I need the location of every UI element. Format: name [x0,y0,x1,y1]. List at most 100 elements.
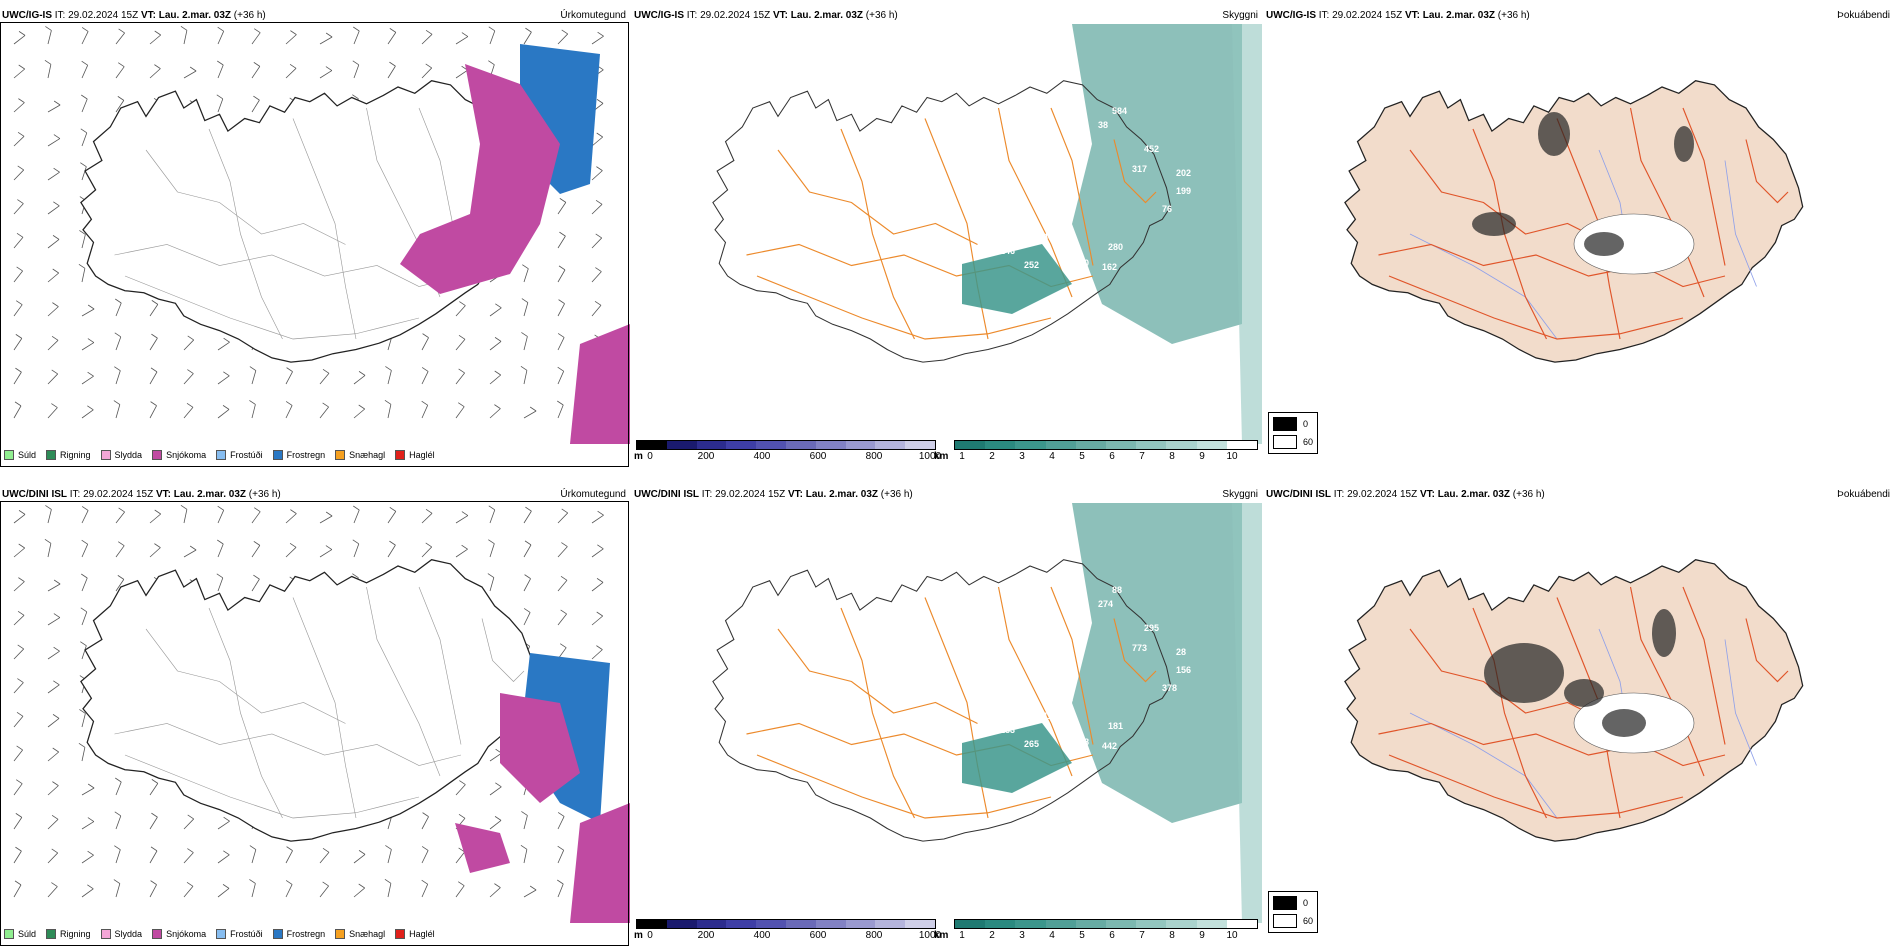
colorbar-segment [756,441,786,449]
lead-time: (+36 h) [248,489,281,500]
model-name: UWC/DINI ISL [634,489,699,500]
colorbar-tick: 1 [959,930,965,941]
vt-label: VT: [787,489,803,500]
colorbar-segment [1075,920,1107,928]
map-precip [13,504,630,923]
fog-indicator-area [1564,679,1604,707]
cloud-base-label: 140 [1074,258,1089,268]
vt-value: Lau. 2.mar. 03Z [1422,10,1496,21]
colorbar-tick: 4 [1049,451,1055,462]
precip-legend-label: Rigning [60,450,91,460]
cloud-base-label: 265 [1024,739,1039,749]
panel-title: Skyggni [1222,10,1258,21]
precip-legend-swatch [46,929,57,939]
it-label: IT: [69,489,81,500]
vt-label: VT: [155,489,171,500]
precip-legend-label: Súld [18,450,37,460]
colorbar-segment [1166,920,1197,928]
panel-header: UWC/IG-IS IT: 29.02.2024 15Z VT: Lau. 2.… [1266,10,1890,22]
panel-header: UWC/IG-IS IT: 29.02.2024 15Z VT: Lau. 2.… [634,10,1258,22]
snow-area [400,64,560,294]
cloud-base-label: 252 [1024,260,1039,270]
colorbar-segment [845,441,876,449]
colorbar-tick: 5 [1079,930,1085,941]
it-label: IT: [1318,10,1330,21]
cloud-base-label: 202 [1176,168,1191,178]
snow-area-south [570,803,630,923]
fog-legend-swatch [1273,896,1297,910]
panel-header: UWC/IG-IS IT: 29.02.2024 15Z VT: Lau. 2.… [2,10,626,22]
precip-legend-item: Rigning [46,450,91,460]
colorbar-segment [1075,441,1107,449]
lead-time: (+36 h) [233,10,266,21]
colorbar-segment [1106,920,1137,928]
precip-legend-label: Slydda [114,450,143,460]
road-network [1378,586,1789,819]
precip-legend-item: Haglél [395,450,435,460]
it-value: 29.02.2024 15Z [83,489,154,500]
it-label: IT: [54,10,66,21]
precip-type-legend: Súld Rigning Slydda Snjókoma Frostúði Frostre… [4,450,435,460]
colorbar-segment [1136,920,1167,928]
colorbar-tick: 1 [959,451,965,462]
cloud-base-unit: m [634,930,643,941]
colorbar-segment [955,920,986,928]
colorbar-segment [955,441,986,449]
fog-legend-value: 0 [1303,898,1309,908]
panel-title: Þokuábendi [1837,10,1890,21]
panel-title: Úrkomutegund [560,10,626,21]
cloud-base-label: 205 [1058,214,1073,224]
vt-label: VT: [772,10,788,21]
colorbar-tick: 4 [1049,930,1055,941]
fog-scale-legend: 0 60 [1268,412,1319,454]
precip-legend-swatch [152,929,163,939]
colorbar-tick: 5 [1079,451,1085,462]
cloud-base-label: 162 [1102,262,1117,272]
vt-label: VT: [140,10,156,21]
precip-legend-swatch [272,929,283,939]
colorbar-tick: 9 [1199,930,1205,941]
vt-label: VT: [1404,10,1420,21]
cloud-base-label: 246 [1000,246,1015,256]
precip-legend-label: Frostregn [286,929,326,939]
precip-legend-label: Frostúði [230,450,263,460]
visibility-area-central [962,244,1072,314]
fog-indicator-area [1602,709,1646,737]
precip-legend-label: Frostregn [286,450,326,460]
cloud-base-label: 302 [1058,693,1073,703]
colorbar-segment [845,920,876,928]
lead-time: (+36 h) [1512,489,1545,500]
colorbar-tick: 8 [1169,451,1175,462]
it-value: 29.02.2024 15Z [68,10,139,21]
precip-legend-swatch [395,450,406,460]
precip-legend-label: Snjókoma [166,929,207,939]
cloud-base-label: 179 [944,246,959,256]
colorbar-segment [1045,920,1076,928]
panel-header: UWC/DINI ISL IT: 29.02.2024 15Z VT: Lau.… [1266,489,1890,501]
colorbar-tick: 10 [1226,930,1238,941]
precip-legend-item: Haglél [395,929,435,939]
it-label: IT: [686,10,698,21]
colorbar-segment [637,920,667,928]
precip-legend-label: Snæhagl [349,929,386,939]
cloud-base-colorbar: 0 200 400 600 800 1000 m [634,440,941,464]
precip-type-legend: Súld Rigning Slydda Snjókoma Frostúði Frostre… [4,929,435,939]
colorbar-tick: 6 [1109,451,1115,462]
precip-legend-item: Snæhagl [335,450,385,460]
fog-legend-value: 0 [1303,419,1309,429]
colorbar-tick: 800 [865,451,883,462]
precip-legend-swatch [46,450,57,460]
colorbar-segment [1136,441,1167,449]
vt-value: Lau. 2.mar. 03Z [1437,489,1511,500]
colorbar-tick: 0 [647,451,653,462]
colorbar-tick: 600 [809,451,827,462]
colorbar-segment [905,441,935,449]
panel-header: UWC/DINI ISL IT: 29.02.2024 15Z VT: Lau.… [2,489,626,501]
precip-legend-item: Frostúði [216,929,263,939]
panel-title: Þokuábendi [1837,489,1890,500]
map-visibility: 584 38 452 317 202 199 76 205 546 246 252 140 280 162… [712,24,1262,444]
fog-indicator-area [1538,112,1570,156]
snow-area [455,693,580,873]
colorbar-segment [726,441,757,449]
lead-time: (+36 h) [865,10,898,21]
